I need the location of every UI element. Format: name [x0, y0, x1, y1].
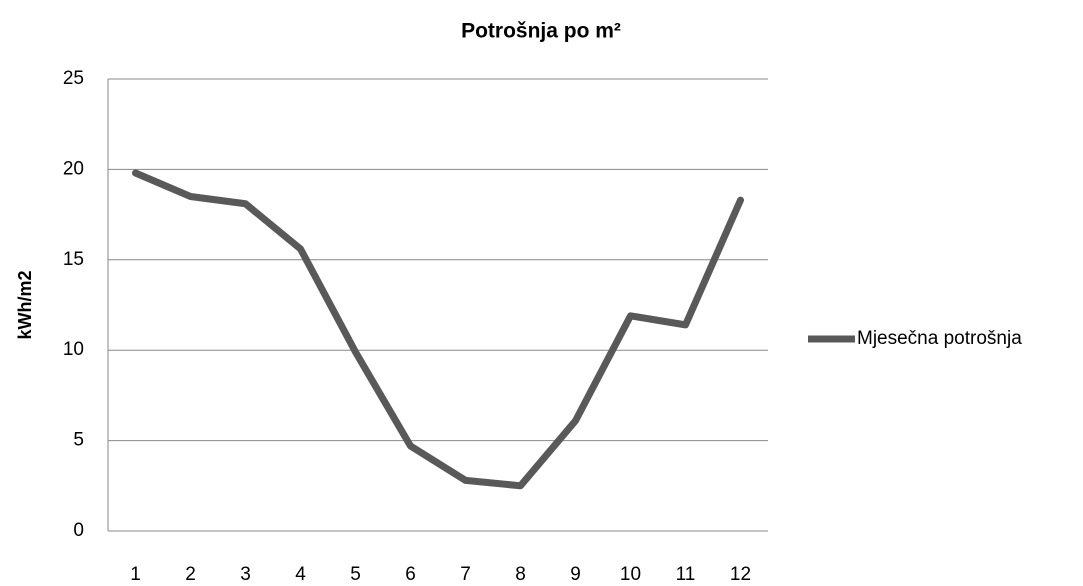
x-tick-label: 9	[570, 564, 581, 585]
x-tick-label: 8	[515, 564, 526, 585]
y-tick-label: 0	[73, 520, 84, 541]
y-tick-label: 5	[73, 430, 84, 451]
x-tick-label: 3	[240, 564, 251, 585]
x-tick-label: 1	[130, 564, 141, 585]
x-tick-label: 12	[730, 564, 751, 585]
y-tick-label: 25	[63, 68, 84, 89]
y-axis-label: kWh/m2	[15, 270, 35, 339]
x-tick-label: 6	[405, 564, 416, 585]
x-tick-label: 5	[350, 564, 361, 585]
x-tick-label: 10	[620, 564, 641, 585]
data-line	[132, 169, 744, 490]
y-tick-label: 20	[63, 158, 84, 179]
chart-title: Potrošnja po m²	[461, 20, 621, 43]
x-tick-label: 2	[185, 564, 196, 585]
y-tick-label: 10	[63, 339, 84, 360]
x-tick-label: 7	[460, 564, 471, 585]
y-tick-label: 15	[63, 249, 84, 270]
x-tick-label: 11	[676, 564, 696, 585]
x-tick-label: 4	[295, 564, 306, 585]
legend-label: Mjesečna potrošnja	[857, 328, 1022, 349]
